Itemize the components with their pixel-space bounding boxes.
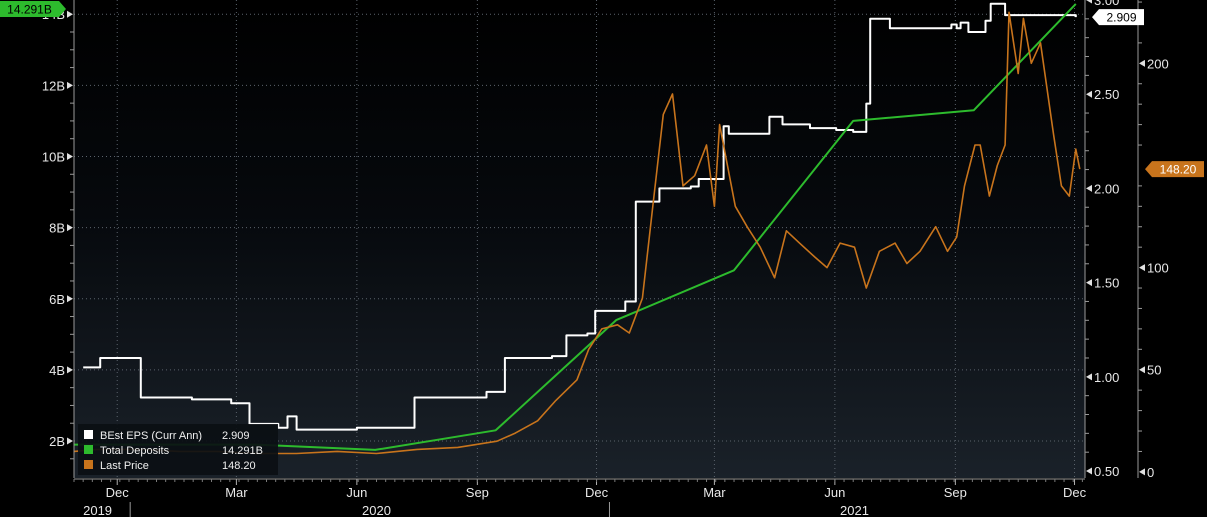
legend: BEst EPS (Curr Ann) 2.909 Total Deposits 14…	[78, 424, 278, 475]
price-tick-label: 100	[1147, 261, 1169, 276]
price-tick-label: 0	[1147, 465, 1154, 480]
axes: Dec Mar Jun Sep Dec Mar Jun Sep Dec 2019 2020 2021 2…	[42, 0, 1169, 517]
legend-swatch	[84, 445, 93, 454]
series-line-deposits	[74, 3, 1077, 451]
legend-label: Last Price	[100, 460, 149, 472]
left-tick-label: 12B	[42, 78, 65, 93]
eps-tick-arrow	[1086, 0, 1092, 4]
left-tick-arrow	[67, 81, 73, 89]
left-tick-arrow	[67, 10, 73, 18]
left-tick-arrow	[67, 437, 73, 445]
left-tick-label: 6B	[49, 292, 65, 307]
eps-tick-label: 2.50	[1094, 87, 1119, 102]
left-tick-label: 10B	[42, 149, 65, 164]
eps-tick-arrow	[1086, 373, 1092, 381]
plot-background	[74, 0, 1085, 478]
left-tick-arrow	[67, 366, 73, 374]
last-value-flags: 14.291B 2.909 148.20	[0, 1, 1204, 178]
flag-shape	[1145, 161, 1204, 178]
flag-deposits: 14.291B	[0, 1, 66, 17]
year-label: 2020	[362, 503, 391, 517]
series-line-price	[73, 11, 1081, 455]
x-tick-label: Sep	[944, 485, 967, 500]
left-tick-label: 2B	[49, 434, 65, 449]
eps-tick-label: 1.50	[1094, 276, 1119, 291]
price-tick-arrow	[1139, 468, 1145, 476]
legend-swatch	[84, 460, 93, 469]
year-label: 2019	[83, 503, 112, 517]
legend-label: Total Deposits	[100, 445, 170, 457]
left-tick-label: 4B	[49, 363, 65, 378]
x-tick-label: Dec	[1063, 485, 1087, 500]
year-label: 2021	[840, 503, 869, 517]
price-tick-arrow	[1139, 366, 1145, 374]
eps-tick-label: 2.00	[1094, 181, 1119, 196]
x-tick-label: Jun	[346, 485, 367, 500]
price-tick-arrow	[1139, 264, 1145, 272]
x-tick-label: Dec	[585, 485, 609, 500]
eps-tick-arrow	[1086, 467, 1092, 475]
x-tick-label: Sep	[466, 485, 489, 500]
eps-tick-label: 1.00	[1094, 370, 1119, 385]
flag-shape	[1092, 9, 1144, 26]
x-tick-label: Jun	[824, 485, 845, 500]
legend-box	[78, 424, 278, 475]
eps-tick-arrow	[1086, 279, 1092, 287]
left-tick-arrow	[67, 152, 73, 160]
price-tick-arrow	[1139, 59, 1145, 67]
flag-price: 148.20	[1145, 161, 1204, 178]
series-group	[73, 2, 1081, 455]
price-tick-label: 50	[1147, 363, 1161, 378]
x-tick-label: Mar	[225, 485, 248, 500]
eps-tick-label: 0.50	[1094, 464, 1119, 479]
price-tick-label: 200	[1147, 56, 1169, 71]
flag-label: 2.909	[1106, 11, 1136, 25]
flag-label: 148.20	[1160, 163, 1197, 177]
series-line-eps	[83, 2, 1077, 431]
left-tick-arrow	[67, 224, 73, 232]
x-tick-label: Mar	[703, 485, 726, 500]
left-tick-label: 8B	[49, 221, 65, 236]
left-tick-arrow	[67, 295, 73, 303]
flag-label: 14.291B	[7, 3, 52, 17]
eps-tick-label: 3.00	[1094, 0, 1119, 8]
legend-swatch	[84, 430, 93, 439]
flag-eps: 2.909	[1092, 9, 1144, 26]
legend-value: 148.20	[222, 460, 256, 472]
eps-tick-arrow	[1086, 90, 1092, 98]
legend-value: 14.291B	[222, 445, 263, 457]
x-tick-label: Dec	[106, 485, 130, 500]
legend-value: 2.909	[222, 430, 250, 442]
eps-tick-arrow	[1086, 184, 1092, 192]
legend-label: BEst EPS (Curr Ann)	[100, 430, 202, 442]
flag-shape	[0, 1, 66, 17]
